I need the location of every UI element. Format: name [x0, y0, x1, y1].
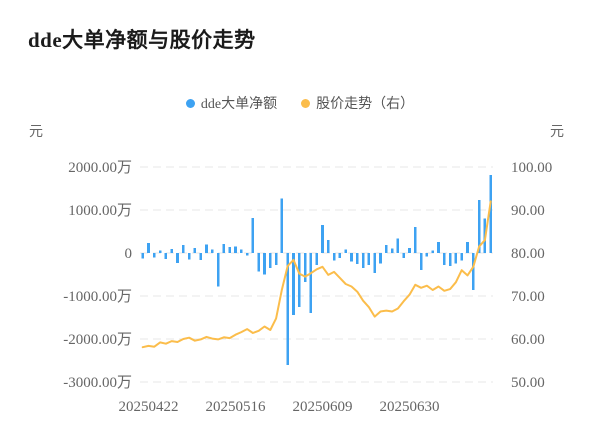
dde-bar[interactable]	[141, 253, 144, 259]
dde-bar[interactable]	[153, 253, 156, 258]
right-axis-tick: 60.00	[511, 332, 545, 348]
dde-bar[interactable]	[448, 253, 452, 266]
dde-bar[interactable]	[321, 225, 324, 253]
dde-bar[interactable]	[356, 253, 359, 264]
right-axis-tick: 70.00	[511, 289, 545, 305]
legend-label-price: 股价走势（右）	[316, 97, 415, 112]
dde-bar[interactable]	[170, 249, 173, 253]
dde-bar[interactable]	[228, 246, 231, 253]
dde-bar[interactable]	[390, 248, 394, 253]
dde-bar[interactable]	[431, 250, 434, 253]
chart-title: dde大单净额与股价走势	[28, 28, 256, 52]
legend-dot-yellow-icon	[301, 98, 311, 108]
legend-dot-blue-icon	[185, 98, 195, 108]
left-axis-unit: 元	[29, 125, 43, 140]
x-axis-tick: 20250516	[206, 399, 267, 415]
dde-bar[interactable]	[361, 253, 365, 269]
dde-bar[interactable]	[263, 253, 266, 275]
dde-bar[interactable]	[292, 253, 295, 315]
left-axis-tick: 2000.00万	[68, 160, 132, 176]
dde-bar[interactable]	[164, 253, 168, 260]
dde-bar[interactable]	[199, 253, 202, 260]
dde-bar[interactable]	[454, 253, 458, 264]
legend-item-dde[interactable]: dde大单净额	[185, 93, 278, 113]
right-axis-tick: 50.00	[511, 375, 545, 391]
dde-bar[interactable]	[269, 253, 272, 269]
dde-bar[interactable]	[385, 244, 388, 253]
dde-bar[interactable]	[187, 253, 191, 260]
left-axis-tick: -3000.00万	[63, 375, 132, 391]
dde-bar[interactable]	[373, 253, 376, 274]
dde-bar[interactable]	[303, 253, 307, 282]
dde-bar[interactable]	[466, 241, 469, 253]
x-axis-tick: 20250630	[380, 399, 440, 415]
dde-bar[interactable]	[419, 253, 423, 271]
right-axis-unit: 元	[550, 125, 564, 140]
dde-bar[interactable]	[338, 253, 342, 259]
dde-bar[interactable]	[489, 174, 492, 253]
dde-bar[interactable]	[216, 253, 220, 287]
dde-bar[interactable]	[443, 253, 446, 266]
dde-bar[interactable]	[472, 253, 475, 290]
dde-bar[interactable]	[205, 244, 208, 253]
dde-bar[interactable]	[332, 253, 336, 261]
dde-bar[interactable]	[402, 253, 405, 259]
dde-bar[interactable]	[315, 253, 318, 266]
legend-label-dde: dde大单净额	[200, 97, 278, 112]
dde-bar[interactable]	[327, 240, 330, 253]
dde-bar[interactable]	[257, 253, 260, 272]
dde-bar[interactable]	[234, 246, 237, 253]
dde-bar[interactable]	[350, 253, 353, 262]
dde-bar[interactable]	[298, 253, 301, 307]
dde-bar[interactable]	[280, 198, 284, 253]
dde-bar[interactable]	[367, 253, 371, 266]
dde-bar[interactable]	[477, 200, 481, 253]
dde-bar[interactable]	[211, 249, 214, 253]
left-axis-tick: -1000.00万	[63, 289, 132, 305]
right-axis-tick: 90.00	[511, 203, 545, 219]
x-axis-tick: 20250609	[293, 399, 353, 415]
dde-bar[interactable]	[251, 218, 255, 253]
dde-bar[interactable]	[379, 253, 382, 264]
left-axis-tick: 1000.00万	[68, 203, 132, 219]
dde-bar[interactable]	[245, 253, 249, 256]
dde-bar[interactable]	[182, 244, 185, 253]
dde-bar[interactable]	[193, 248, 197, 253]
price-line[interactable]	[141, 200, 492, 349]
right-axis-tick: 80.00	[511, 246, 545, 262]
dde-bar[interactable]	[396, 238, 400, 253]
dde-bar[interactable]	[425, 253, 429, 257]
dde-bar[interactable]	[222, 243, 226, 253]
dde-bar[interactable]	[344, 249, 347, 253]
legend-item-price[interactable]: 股价走势（右）	[301, 93, 414, 113]
dde-bar[interactable]	[274, 253, 278, 266]
left-axis-tick: -2000.00万	[63, 332, 132, 348]
dde-bar[interactable]	[309, 253, 313, 314]
dde-bar[interactable]	[158, 250, 162, 253]
chart-legend: dde大单净额 股价走势（右）	[0, 93, 600, 113]
dde-bar[interactable]	[460, 253, 463, 261]
dde-bar[interactable]	[437, 241, 440, 253]
left-axis-tick: 0	[125, 246, 133, 262]
dde-bar[interactable]	[240, 249, 243, 253]
dde-bar[interactable]	[414, 226, 417, 253]
x-axis-tick: 20250422	[119, 399, 179, 415]
right-axis-tick: 100.00	[511, 160, 552, 176]
dde-bar[interactable]	[408, 247, 411, 253]
dde-bar[interactable]	[286, 253, 289, 365]
dde-bar[interactable]	[176, 253, 179, 263]
dde-bar[interactable]	[147, 243, 150, 253]
